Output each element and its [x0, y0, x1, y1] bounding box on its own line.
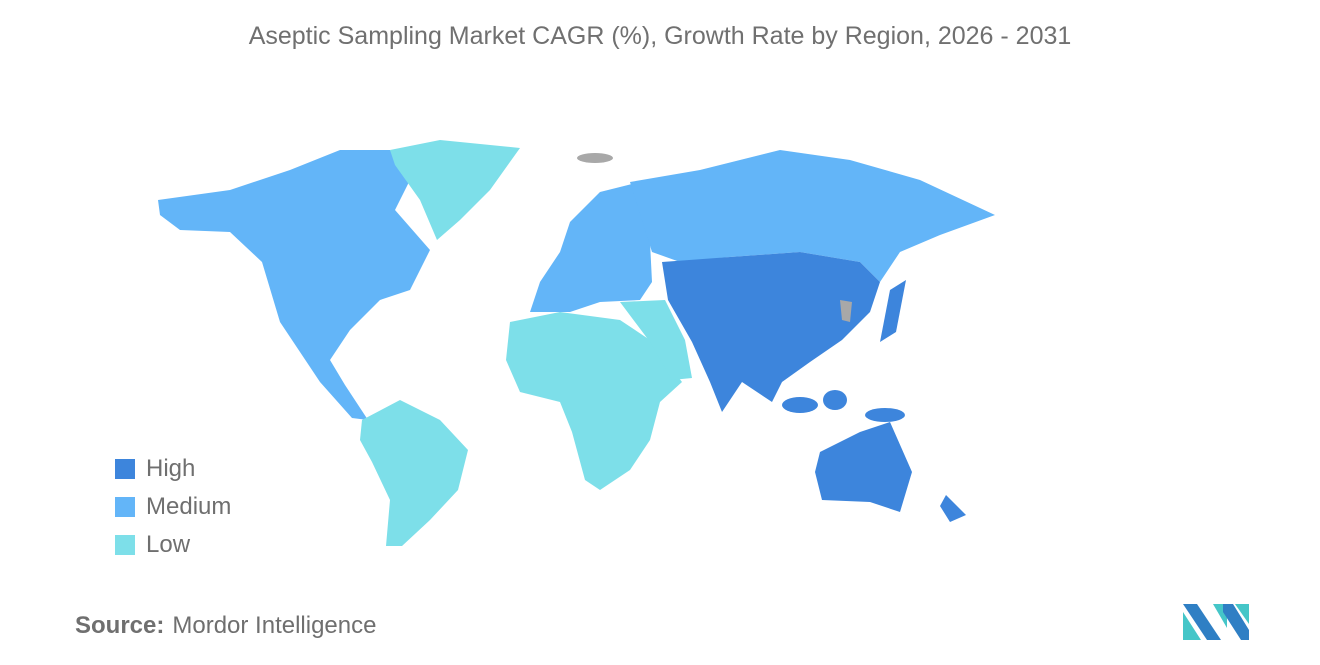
region-middle-east: [620, 300, 692, 380]
source-label: Source:: [75, 612, 165, 639]
region-new-zealand: [940, 495, 966, 522]
legend-item-low: Low: [115, 526, 231, 564]
legend-label-low: Low: [146, 531, 191, 558]
region-asia: [662, 252, 880, 412]
region-indonesia: [782, 397, 818, 413]
legend-swatch-low: [115, 535, 135, 555]
region-svalbard-no-data: [577, 153, 613, 163]
legend-item-medium: Medium: [115, 488, 231, 526]
legend: High Medium Low: [115, 450, 231, 564]
region-australia: [815, 422, 912, 512]
legend-swatch-high: [115, 459, 135, 479]
region-greenland: [390, 140, 520, 240]
region-africa: [506, 312, 682, 490]
region-new-guinea: [865, 408, 905, 422]
region-korea-no-data: [840, 300, 852, 322]
legend-item-high: High: [115, 450, 231, 488]
region-europe: [530, 182, 660, 312]
region-borneo: [823, 390, 847, 410]
region-north-america: [158, 150, 430, 420]
region-russia: [630, 150, 995, 282]
map-title: Aseptic Sampling Market CAGR (%), Growth…: [248, 22, 1072, 50]
mordor-logo-icon: [1183, 604, 1249, 640]
legend-label-medium: Medium: [146, 493, 232, 520]
source-note: Source: Mordor Intelligence: [75, 612, 376, 640]
region-japan: [880, 280, 906, 342]
region-south-america: [360, 400, 468, 546]
source-value: Mordor Intelligence: [172, 612, 377, 639]
legend-swatch-medium: [115, 497, 135, 517]
legend-label-high: High: [146, 455, 196, 482]
